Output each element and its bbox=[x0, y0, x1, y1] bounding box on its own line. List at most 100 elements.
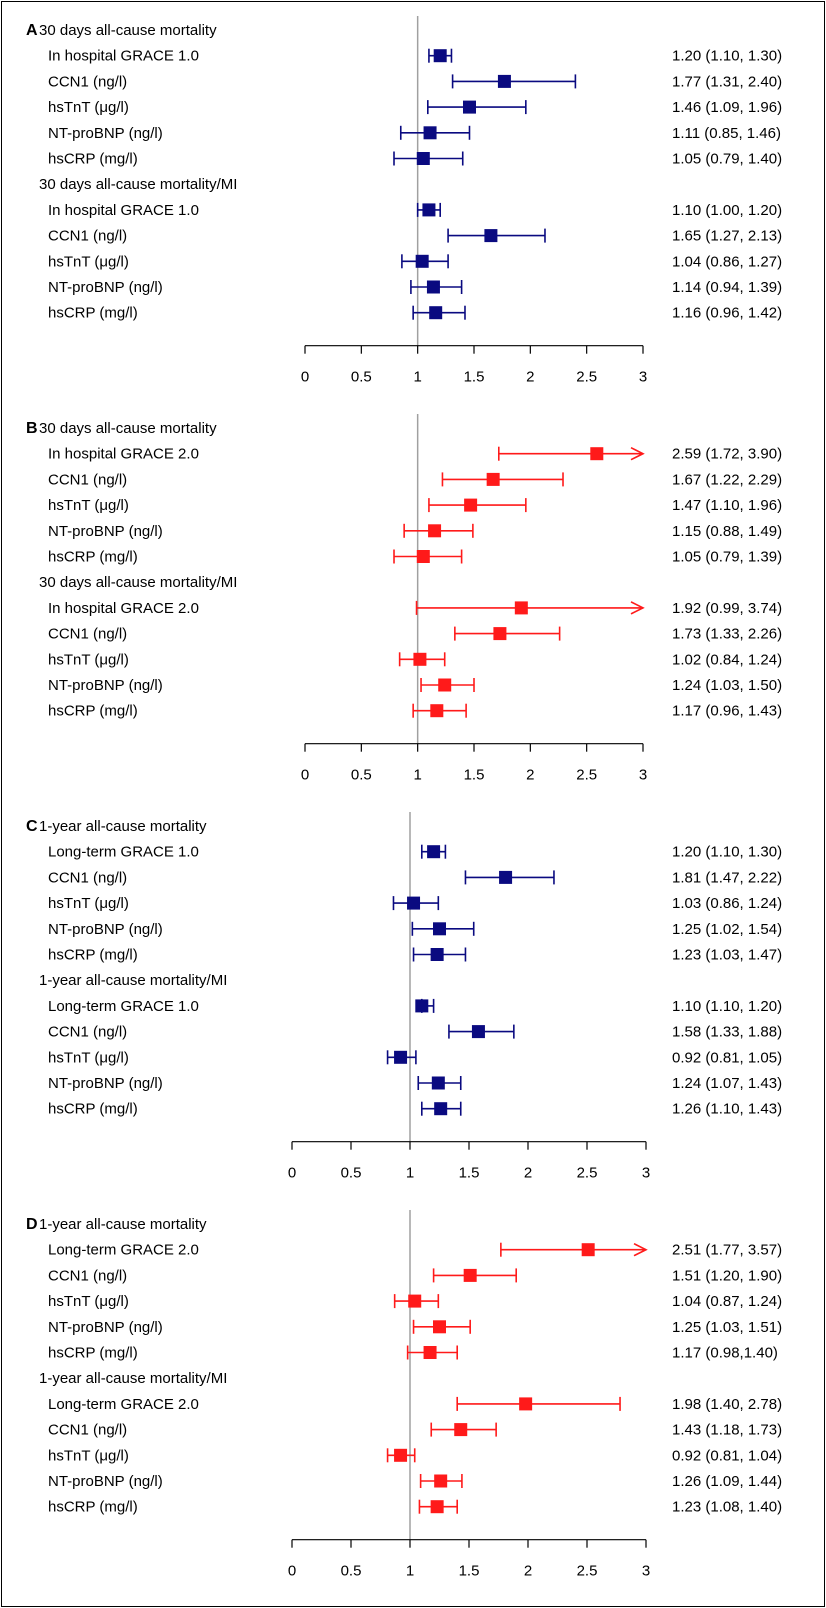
estimate-ci-text: 1.05 (0.79, 1.40) bbox=[672, 151, 782, 168]
row-label: NT-proBNP (ng/l) bbox=[48, 279, 163, 296]
point-estimate-marker bbox=[423, 1346, 437, 1359]
estimate-ci-text: 1.24 (1.07, 1.43) bbox=[672, 1075, 782, 1092]
estimate-ci-text: 1.73 (1.33, 2.26) bbox=[672, 626, 782, 643]
x-tick-label: 0.5 bbox=[341, 1165, 362, 1182]
row-label: hsTnT (μg/l) bbox=[48, 1049, 129, 1066]
point-estimate-marker bbox=[415, 999, 429, 1013]
panel-letter: B bbox=[26, 420, 38, 437]
estimate-ci-text: 1.81 (1.47, 2.22) bbox=[672, 869, 782, 886]
x-tick-label: 1 bbox=[406, 1563, 414, 1580]
row-label: hsTnT (μg/l) bbox=[48, 1447, 129, 1464]
row-label: hsCRP (mg/l) bbox=[48, 1101, 138, 1118]
point-estimate-marker bbox=[423, 126, 437, 140]
estimate-ci-text: 1.23 (1.08, 1.40) bbox=[672, 1499, 782, 1516]
x-tick-label: 3 bbox=[639, 767, 647, 784]
row-label: CCN1 (ng/l) bbox=[48, 1267, 127, 1284]
estimate-ci-text: 2.59 (1.72, 3.90) bbox=[672, 446, 782, 463]
ci-overflow-arrow bbox=[630, 446, 645, 461]
row-label: CCN1 (ng/l) bbox=[48, 1422, 127, 1439]
row-label: CCN1 (ng/l) bbox=[48, 73, 127, 90]
panel-letter: A bbox=[26, 22, 38, 39]
point-estimate-marker bbox=[408, 1294, 422, 1308]
row-label: NT-proBNP (ng/l) bbox=[48, 1319, 163, 1336]
row-label: hsCRP (mg/l) bbox=[48, 1499, 138, 1516]
x-tick-label: 2.5 bbox=[577, 1563, 598, 1580]
estimate-ci-text: 1.43 (1.18, 1.73) bbox=[672, 1422, 782, 1439]
x-tick-label: 1.5 bbox=[459, 1165, 480, 1182]
x-tick-label: 1.5 bbox=[464, 369, 485, 386]
point-estimate-marker bbox=[394, 1050, 408, 1064]
x-tick-label: 1 bbox=[413, 369, 421, 386]
estimate-ci-text: 1.05 (0.79, 1.39) bbox=[672, 549, 782, 566]
row-label: NT-proBNP (ng/l) bbox=[48, 921, 163, 938]
point-estimate-marker bbox=[486, 472, 500, 486]
point-estimate-marker bbox=[471, 1025, 485, 1039]
row-label: NT-proBNP (ng/l) bbox=[48, 125, 163, 142]
point-estimate-marker bbox=[430, 1500, 444, 1514]
estimate-ci-text: 1.04 (0.86, 1.27) bbox=[672, 253, 782, 270]
point-estimate-marker bbox=[497, 74, 511, 88]
point-estimate-marker bbox=[394, 1448, 408, 1462]
x-tick-label: 0 bbox=[301, 369, 309, 386]
row-label: CCN1 (ng/l) bbox=[48, 1024, 127, 1041]
estimate-ci-text: 1.24 (1.03, 1.50) bbox=[672, 677, 782, 694]
estimate-ci-text: 1.20 (1.10, 1.30) bbox=[672, 844, 782, 861]
point-estimate-marker bbox=[434, 1102, 448, 1116]
point-estimate-marker bbox=[429, 306, 443, 320]
point-estimate-marker bbox=[438, 678, 452, 692]
x-tick-label: 0 bbox=[288, 1563, 296, 1580]
estimate-ci-text: 0.92 (0.81, 1.05) bbox=[672, 1049, 782, 1066]
ci-overflow-arrow bbox=[630, 601, 645, 615]
forest-panel-b: B 30 days all-cause mortality In hospital … bbox=[26, 414, 782, 784]
forest-panel-c: C 1-year all-cause mortality Long-term GRA… bbox=[26, 812, 782, 1182]
row-label: hsTnT (μg/l) bbox=[48, 1293, 129, 1310]
group-title: 30 days all-cause mortality/MI bbox=[39, 574, 237, 591]
estimate-ci-text: 1.10 (1.10, 1.20) bbox=[672, 998, 782, 1015]
point-estimate-marker bbox=[499, 870, 513, 884]
estimate-ci-text: 1.46 (1.09, 1.96) bbox=[672, 99, 782, 116]
estimate-ci-text: 1.58 (1.33, 1.88) bbox=[672, 1024, 782, 1041]
estimate-ci-text: 2.51 (1.77, 3.57) bbox=[672, 1242, 782, 1259]
estimate-ci-text: 1.20 (1.10, 1.30) bbox=[672, 48, 782, 65]
row-label: CCN1 (ng/l) bbox=[48, 626, 127, 643]
row-label: In hospital GRACE 1.0 bbox=[48, 48, 199, 65]
point-estimate-marker bbox=[415, 254, 429, 268]
estimate-ci-text: 1.51 (1.20, 1.90) bbox=[672, 1267, 782, 1284]
x-tick-label: 2.5 bbox=[576, 369, 597, 386]
point-estimate-marker bbox=[433, 49, 447, 63]
row-label: In hospital GRACE 2.0 bbox=[48, 600, 199, 617]
estimate-ci-text: 1.67 (1.22, 2.29) bbox=[672, 471, 782, 488]
group-title: 30 days all-cause mortality bbox=[39, 22, 217, 39]
x-tick-label: 0.5 bbox=[341, 1563, 362, 1580]
group-title: 1-year all-cause mortality bbox=[39, 1216, 207, 1233]
point-estimate-marker bbox=[462, 100, 476, 114]
row-label: hsCRP (mg/l) bbox=[48, 305, 138, 322]
forest-panel-d: D 1-year all-cause mortality Long-term GRA… bbox=[26, 1210, 782, 1580]
estimate-ci-text: 1.26 (1.10, 1.43) bbox=[672, 1101, 782, 1118]
row-label: CCN1 (ng/l) bbox=[48, 869, 127, 886]
x-tick-label: 0.5 bbox=[351, 767, 372, 784]
x-tick-label: 3 bbox=[642, 1165, 650, 1182]
point-estimate-marker bbox=[430, 948, 444, 961]
estimate-ci-text: 1.65 (1.27, 2.13) bbox=[672, 228, 782, 245]
row-label: hsCRP (mg/l) bbox=[48, 151, 138, 168]
estimate-ci-text: 1.17 (0.98,1.40) bbox=[672, 1345, 778, 1362]
point-estimate-marker bbox=[416, 152, 430, 165]
estimate-ci-text: 1.25 (1.02, 1.54) bbox=[672, 921, 782, 938]
row-label: hsTnT (μg/l) bbox=[48, 895, 129, 912]
row-label: NT-proBNP (ng/l) bbox=[48, 523, 163, 540]
row-label: CCN1 (ng/l) bbox=[48, 228, 127, 245]
x-tick-label: 1.5 bbox=[464, 767, 485, 784]
estimate-ci-text: 1.26 (1.09, 1.44) bbox=[672, 1473, 782, 1490]
point-estimate-marker bbox=[463, 1268, 477, 1282]
x-tick-label: 2.5 bbox=[577, 1165, 598, 1182]
row-label: hsCRP (mg/l) bbox=[48, 703, 138, 720]
estimate-ci-text: 1.17 (0.96, 1.43) bbox=[672, 703, 782, 720]
estimate-ci-text: 1.15 (0.88, 1.49) bbox=[672, 523, 782, 540]
row-label: Long-term GRACE 2.0 bbox=[48, 1396, 199, 1413]
x-tick-label: 3 bbox=[642, 1563, 650, 1580]
estimate-ci-text: 1.14 (0.94, 1.39) bbox=[672, 279, 782, 296]
row-label: CCN1 (ng/l) bbox=[48, 471, 127, 488]
x-tick-label: 2.5 bbox=[576, 767, 597, 784]
